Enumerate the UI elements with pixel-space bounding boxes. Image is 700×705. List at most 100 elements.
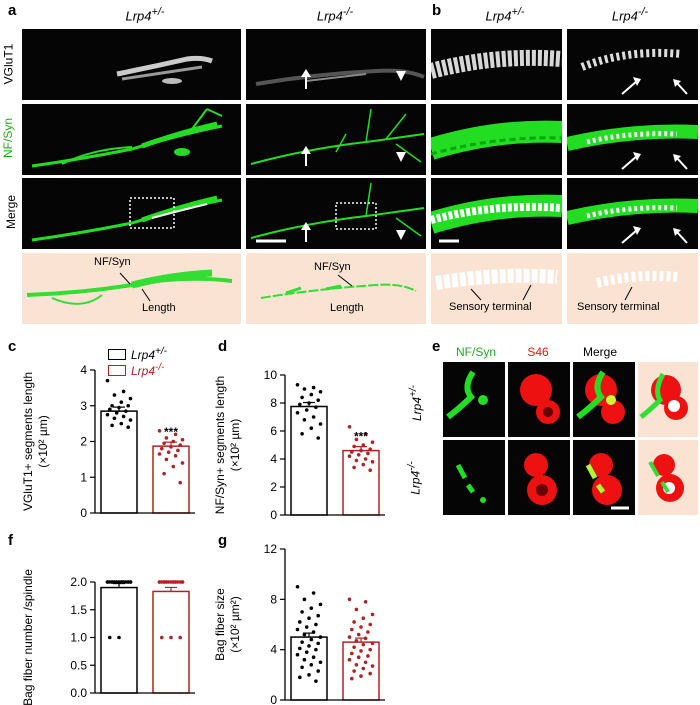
image-e-merge-het — [573, 362, 635, 437]
data-point — [366, 630, 370, 634]
bar-0 — [100, 410, 138, 514]
y-tick-label: 2 — [80, 435, 87, 449]
y-tick-label: 1.5 — [70, 603, 87, 617]
data-point — [314, 405, 318, 409]
data-point — [169, 635, 173, 640]
data-point — [302, 597, 307, 602]
data-point — [356, 655, 361, 660]
image-a-merge-ko — [246, 178, 426, 249]
panel-b-genotype-het: Lrp4+/- — [485, 6, 525, 24]
y-tick-label: 4 — [270, 452, 277, 466]
data-point — [361, 642, 366, 647]
data-point — [316, 613, 321, 618]
y-tick-label: 8 — [270, 396, 277, 410]
data-point — [128, 418, 133, 422]
data-point — [124, 409, 128, 413]
data-point — [316, 398, 321, 402]
y-tick-label: 3 — [80, 399, 87, 413]
data-point — [354, 607, 359, 612]
trace-label-sensory-het: Sensory terminal — [449, 301, 532, 313]
image-b-vglut1-ko — [567, 29, 698, 100]
data-point — [318, 390, 323, 394]
significance-marker: *** — [164, 425, 178, 439]
data-point — [370, 664, 375, 668]
panel-e-col-s46: S46 — [527, 345, 549, 359]
legend: Lrp4+/- Lrp4-/- — [108, 346, 167, 378]
data-point — [295, 383, 300, 387]
panel-c-label: c — [8, 338, 17, 355]
data-point — [354, 639, 359, 643]
y-axis-label: Bag fiber number /spindle — [21, 569, 35, 705]
legend-item-het: Lrp4+/- — [108, 346, 167, 362]
data-point — [361, 616, 366, 621]
image-b-nfsyn-het — [431, 104, 562, 175]
data-point — [309, 662, 314, 667]
panel-e-col-nfsyn: NF/Syn — [455, 345, 496, 359]
data-point — [309, 392, 314, 397]
y-tick-label: 12 — [264, 542, 278, 556]
data-point — [318, 602, 323, 607]
image-a-merge-het — [22, 178, 241, 249]
bar-1 — [342, 449, 380, 516]
data-point — [112, 393, 117, 397]
data-point — [114, 411, 119, 415]
data-point — [162, 580, 166, 584]
data-point — [352, 620, 356, 624]
trace-label-nfsyn-ko: NF/Syn — [314, 261, 351, 273]
bar-1 — [152, 445, 190, 514]
chart-c: 0 1 2 3 4 VGluT1+ segments length(×10² µm) *** — [21, 363, 195, 520]
data-point — [117, 405, 121, 410]
data-point — [298, 646, 302, 651]
panel-e-col-merge: Merge — [582, 345, 617, 359]
trace-a-het: NF/Syn Length — [22, 253, 241, 324]
data-point — [307, 616, 311, 621]
data-point — [178, 480, 182, 485]
legend-swatch-ko — [108, 364, 126, 376]
data-point — [309, 637, 314, 642]
data-point — [350, 676, 354, 681]
data-point — [300, 640, 304, 644]
data-point — [302, 418, 307, 422]
data-point — [298, 675, 302, 680]
data-point — [171, 439, 176, 444]
bar-1 — [152, 590, 190, 694]
row-label-vglut1: VGluT1 — [1, 43, 16, 85]
data-point — [173, 454, 178, 458]
data-point — [295, 584, 300, 589]
data-point — [295, 411, 300, 415]
data-point — [300, 665, 304, 670]
panel-b-genotype-ko: Lrp4-/- — [611, 6, 649, 24]
data-point — [302, 657, 307, 662]
data-point — [311, 591, 316, 595]
trace-e-ko — [638, 440, 698, 515]
data-point — [368, 447, 373, 451]
trace-label-sensory-ko: Sensory terminal — [577, 301, 660, 313]
data-point — [318, 635, 323, 639]
data-point — [302, 387, 307, 391]
data-point — [160, 446, 164, 451]
data-point — [180, 580, 185, 584]
data-point — [359, 674, 363, 678]
data-point — [105, 412, 110, 417]
data-point — [368, 647, 373, 652]
image-a-vglut1-het — [22, 29, 241, 100]
data-point — [128, 396, 133, 401]
y-tick-label: 0.0 — [70, 686, 87, 700]
data-point — [314, 647, 318, 652]
panel-d-label: d — [218, 338, 228, 355]
data-point — [105, 378, 110, 383]
data-point — [363, 457, 368, 461]
data-point — [352, 669, 356, 673]
data-point — [178, 443, 182, 447]
bar-0 — [100, 586, 138, 694]
data-point — [178, 635, 182, 640]
data-point — [110, 423, 114, 428]
y-axis-label: Bag fiber size(×10² µm²) — [213, 588, 242, 661]
image-e-nfsyn-ko — [443, 440, 505, 515]
data-point — [108, 635, 112, 640]
data-point — [311, 385, 316, 390]
y-tick-label: 2 — [270, 480, 277, 494]
data-point — [105, 580, 110, 584]
data-point — [157, 452, 162, 456]
data-point — [295, 627, 300, 632]
